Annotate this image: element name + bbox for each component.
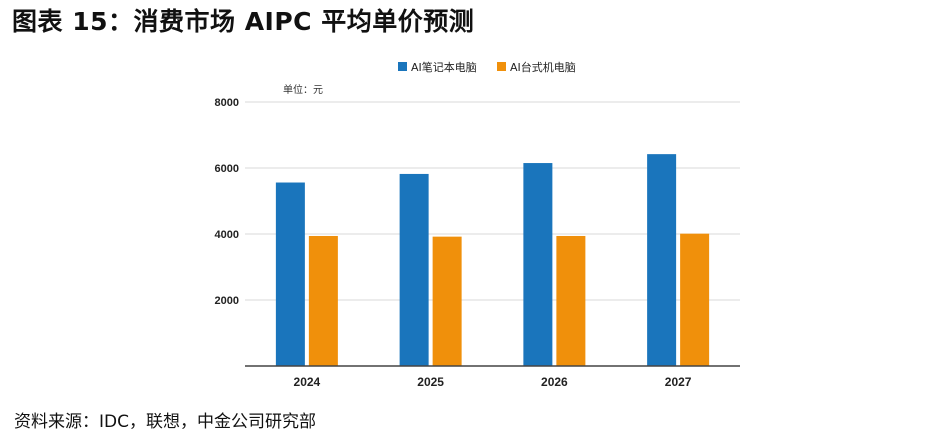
bar-group [275, 154, 710, 366]
bar-ai-laptop-2026 [523, 163, 553, 366]
bar-ai-desktop-2027 [680, 233, 710, 366]
bar-ai-laptop-2024 [275, 182, 305, 366]
bar-ai-laptop-2027 [647, 154, 677, 366]
bar-ai-desktop-2024 [308, 235, 338, 366]
x-axis-ticks: 2024 2025 2026 2027 [294, 375, 692, 389]
y-tick-label: 8000 [215, 97, 239, 109]
x-tick-label: 2024 [294, 375, 321, 389]
bar-ai-desktop-2025 [432, 236, 462, 366]
y-tick-label: 6000 [215, 163, 239, 175]
x-tick-label: 2025 [417, 375, 444, 389]
bar-ai-laptop-2025 [399, 173, 429, 366]
legend-label: AI台式机电脑 [510, 60, 576, 74]
legend-label: AI笔记本电脑 [411, 60, 477, 74]
figure-title: 图表 15：消费市场 AIPC 平均单价预测 [12, 7, 475, 36]
legend: AI笔记本电脑 AI台式机电脑 [398, 60, 576, 74]
x-tick-label: 2027 [665, 375, 692, 389]
bar-ai-desktop-2026 [556, 235, 586, 366]
legend-swatch [398, 62, 407, 71]
unit-label: 单位：元 [283, 83, 323, 96]
source-note: 资料来源：IDC，联想，中金公司研究部 [14, 412, 316, 432]
legend-swatch [497, 62, 506, 71]
x-tick-label: 2026 [541, 375, 568, 389]
y-axis-ticks: 2000 4000 6000 8000 [215, 97, 239, 307]
y-tick-label: 2000 [215, 295, 239, 307]
y-tick-label: 4000 [215, 229, 239, 241]
